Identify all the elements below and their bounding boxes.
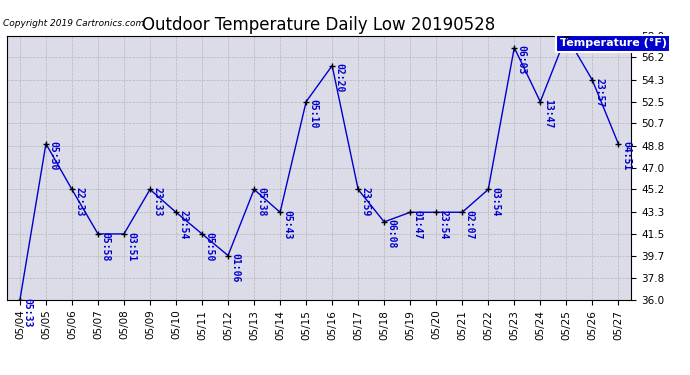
Text: 05:10: 05:10 bbox=[308, 99, 319, 129]
Title: Outdoor Temperature Daily Low 20190528: Outdoor Temperature Daily Low 20190528 bbox=[143, 16, 495, 34]
Text: 06:08: 06:08 bbox=[387, 219, 397, 249]
Text: 23:33: 23:33 bbox=[152, 187, 163, 216]
Text: 01:06: 01:06 bbox=[230, 253, 241, 282]
Text: 05:43: 05:43 bbox=[283, 210, 293, 239]
Text: 04:51: 04:51 bbox=[621, 141, 631, 171]
Text: Temperature (°F): Temperature (°F) bbox=[560, 38, 667, 48]
Text: 22:33: 22:33 bbox=[75, 187, 85, 216]
Text: 02:20: 02:20 bbox=[335, 63, 345, 93]
Text: 13:47: 13:47 bbox=[543, 99, 553, 129]
Text: 05:33: 05:33 bbox=[23, 298, 32, 327]
Text: 02:07: 02:07 bbox=[465, 210, 475, 239]
Text: 23:54: 23:54 bbox=[439, 210, 449, 239]
Text: 23:54: 23:54 bbox=[179, 210, 188, 239]
Text: 06:03: 06:03 bbox=[517, 45, 527, 75]
Text: 03:51: 03:51 bbox=[126, 231, 137, 261]
Text: 05:50: 05:50 bbox=[205, 231, 215, 261]
Text: 01:47: 01:47 bbox=[413, 210, 423, 239]
Text: Copyright 2019 Cartronics.com: Copyright 2019 Cartronics.com bbox=[3, 19, 145, 28]
Text: 23:59: 23:59 bbox=[361, 187, 371, 216]
Text: 23:57: 23:57 bbox=[595, 78, 605, 107]
Text: 05:38: 05:38 bbox=[257, 187, 266, 216]
Text: 03:54: 03:54 bbox=[491, 187, 501, 216]
Text: 05:30: 05:30 bbox=[48, 141, 59, 171]
Text: 05:58: 05:58 bbox=[101, 231, 110, 261]
